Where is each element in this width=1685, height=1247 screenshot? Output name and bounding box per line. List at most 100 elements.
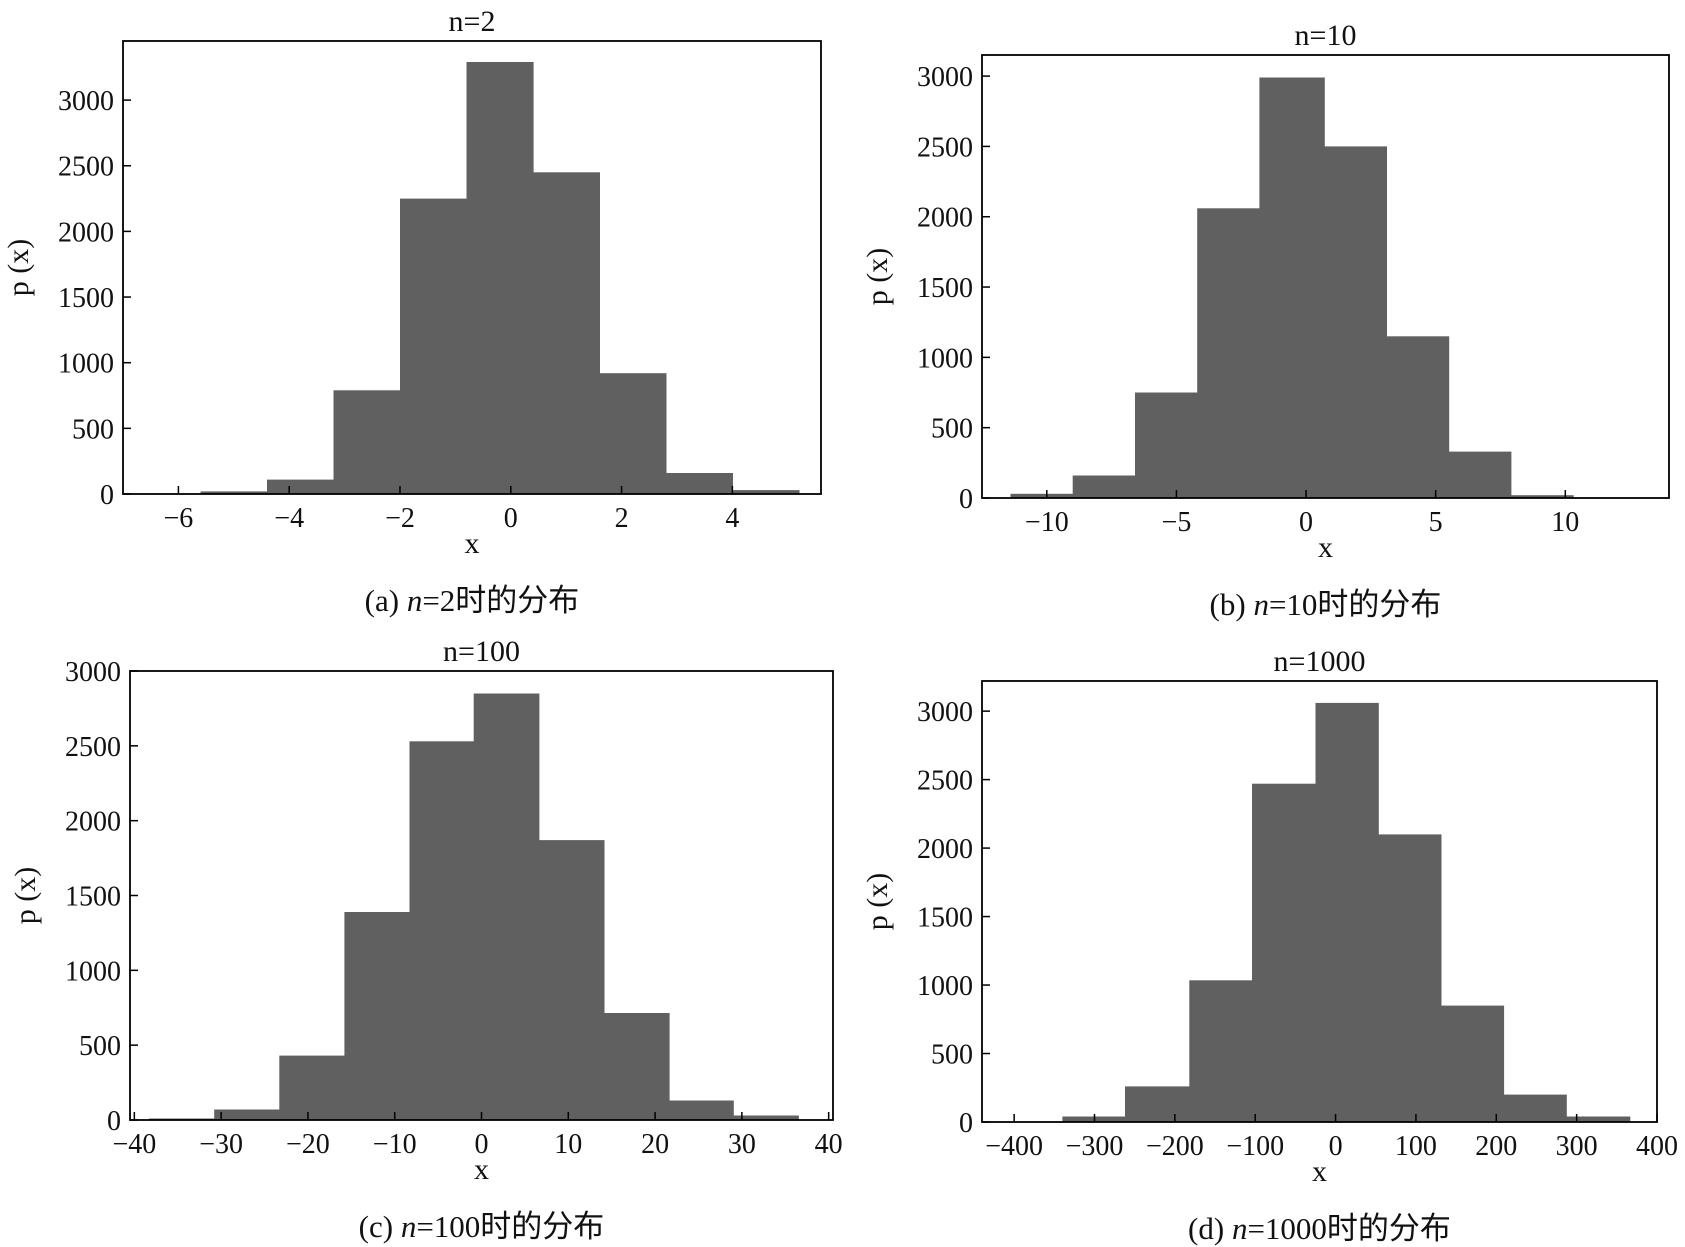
plot-frame bbox=[981, 54, 1670, 499]
chart-panel-3: −40 −30 −20 −10 0 10 20 30 40 0 500 1000 1500 2000 250… bbox=[9, 635, 843, 1244]
y-tick-label: 3000 bbox=[58, 86, 114, 117]
caption-variable: n bbox=[407, 583, 423, 618]
x-tick-label: 2 bbox=[615, 503, 629, 534]
histogram-bar bbox=[1259, 77, 1325, 498]
y-tick-label: 1500 bbox=[58, 283, 114, 314]
x-tick-label: 400 bbox=[1636, 1131, 1678, 1162]
histogram-bar bbox=[1197, 208, 1260, 499]
y-tick-label: 1500 bbox=[917, 903, 973, 934]
x-tick-label: −2 bbox=[385, 503, 415, 534]
y-tick-label: 2500 bbox=[917, 132, 973, 163]
plot-frame bbox=[981, 680, 1658, 1123]
y-tick-label: 500 bbox=[72, 414, 114, 445]
histogram-bar bbox=[538, 840, 605, 1120]
x-tick-label: 30 bbox=[728, 1129, 756, 1160]
chart-title: n=10 bbox=[1295, 19, 1357, 52]
histogram-bar bbox=[1010, 493, 1074, 498]
histogram-bar bbox=[1503, 1094, 1567, 1122]
x-tick-label: −400 bbox=[985, 1131, 1043, 1162]
y-tick-label: 2000 bbox=[917, 834, 973, 865]
histogram-bar bbox=[1324, 146, 1387, 498]
y-tick-label: 500 bbox=[931, 414, 973, 445]
caption-text: =100时的分布 bbox=[416, 1209, 604, 1244]
histogram-bar bbox=[732, 490, 800, 494]
y-tick-label: 1500 bbox=[917, 273, 973, 304]
y-tick-label: 1000 bbox=[65, 956, 121, 987]
x-tick-label: −300 bbox=[1066, 1131, 1124, 1162]
x-tick-label: 40 bbox=[815, 1129, 843, 1160]
histogram-bar bbox=[1189, 980, 1253, 1123]
histogram-bar bbox=[665, 473, 733, 494]
chart-title: n=2 bbox=[449, 5, 496, 38]
histogram-bar bbox=[279, 1055, 345, 1120]
x-tick-label: −5 bbox=[1162, 507, 1192, 538]
y-tick-label: 3000 bbox=[65, 657, 121, 688]
x-tick-label: 20 bbox=[641, 1129, 669, 1160]
y-tick-label: 1500 bbox=[65, 882, 121, 913]
y-tick-label: 2500 bbox=[58, 152, 114, 183]
x-tick-label: −4 bbox=[274, 503, 304, 534]
y-tick-label: 1000 bbox=[58, 349, 114, 380]
y-tick-label: 0 bbox=[959, 484, 973, 515]
caption-variable: n bbox=[1232, 1211, 1248, 1246]
caption-label: (b) bbox=[1210, 587, 1254, 622]
x-tick-label: 10 bbox=[554, 1129, 582, 1160]
caption-text: =1000时的分布 bbox=[1247, 1211, 1450, 1246]
histogram-bar bbox=[603, 1013, 670, 1120]
histogram-bar bbox=[1566, 1116, 1631, 1122]
histogram-bar bbox=[1510, 495, 1574, 498]
histogram-bar bbox=[200, 491, 268, 494]
x-tick-label: 0 bbox=[1299, 507, 1313, 538]
x-tick-label: 4 bbox=[725, 503, 739, 534]
x-tick-label: 0 bbox=[475, 1129, 489, 1160]
histogram-bar bbox=[733, 1115, 799, 1120]
y-axis-label: p (x) bbox=[861, 248, 894, 305]
histogram-bar bbox=[1125, 1086, 1190, 1122]
y-tick-label: 0 bbox=[107, 1106, 121, 1137]
histogram-bar bbox=[599, 373, 667, 494]
caption-text: =2时的分布 bbox=[422, 583, 579, 618]
subfigure-caption: (d) n=1000时的分布 bbox=[1188, 1211, 1451, 1246]
y-tick-label: 2500 bbox=[65, 732, 121, 763]
x-axis-label: x bbox=[474, 1153, 489, 1186]
subfigure-caption: (a) n=2时的分布 bbox=[365, 583, 580, 618]
y-axis-label: p (x) bbox=[2, 239, 35, 296]
histogram-bar bbox=[214, 1109, 280, 1120]
y-tick-label: 3000 bbox=[917, 697, 973, 728]
y-tick-label: 2500 bbox=[917, 766, 973, 797]
x-tick-label: −40 bbox=[112, 1129, 156, 1160]
y-tick-label: 2000 bbox=[58, 217, 114, 248]
histogram-bar bbox=[267, 479, 335, 494]
caption-label: (c) bbox=[359, 1209, 401, 1244]
x-tick-label: 200 bbox=[1475, 1131, 1517, 1162]
x-tick-label: 300 bbox=[1556, 1131, 1598, 1162]
x-tick-label: 0 bbox=[504, 503, 518, 534]
histogram-bar bbox=[409, 741, 475, 1120]
chart-panel-1: −6 −4 −2 0 2 4 0 500 1000 1500 2000 2500 3000 n=2 x p (… bbox=[2, 5, 822, 618]
x-tick-label: −20 bbox=[286, 1129, 330, 1160]
histogram-bar bbox=[1072, 475, 1136, 498]
x-tick-label: 10 bbox=[1551, 507, 1579, 538]
histogram-bar bbox=[1252, 783, 1317, 1122]
y-tick-label: 3000 bbox=[917, 62, 973, 93]
caption-label: (d) bbox=[1188, 1211, 1232, 1246]
y-tick-label: 1000 bbox=[917, 971, 973, 1002]
x-tick-label: −200 bbox=[1146, 1131, 1204, 1162]
caption-text: =10时的分布 bbox=[1269, 587, 1441, 622]
y-tick-label: 1000 bbox=[917, 343, 973, 374]
chart-title: n=100 bbox=[443, 635, 520, 668]
x-axis-label: x bbox=[1312, 1155, 1327, 1188]
subfigure-caption: (b) n=10时的分布 bbox=[1210, 587, 1442, 622]
x-tick-label: −30 bbox=[199, 1129, 243, 1160]
subfigure-caption: (c) n=100时的分布 bbox=[359, 1209, 605, 1244]
y-axis-label: p (x) bbox=[861, 873, 894, 930]
plot-frame bbox=[122, 40, 822, 495]
histogram-bar bbox=[1315, 702, 1379, 1122]
histogram-bar bbox=[1440, 1005, 1505, 1122]
histogram-bar bbox=[344, 912, 411, 1120]
x-tick-label: 0 bbox=[1329, 1131, 1343, 1162]
x-tick-label: −10 bbox=[1025, 507, 1069, 538]
chart-panel-2: −10 −5 0 5 10 0 500 1000 1500 2000 2500 3000 n=10 x p … bbox=[861, 19, 1670, 622]
chart-panel-4: −400 −300 −200 −100 0 100 200 300 400 0 500 1000 150… bbox=[861, 645, 1678, 1246]
